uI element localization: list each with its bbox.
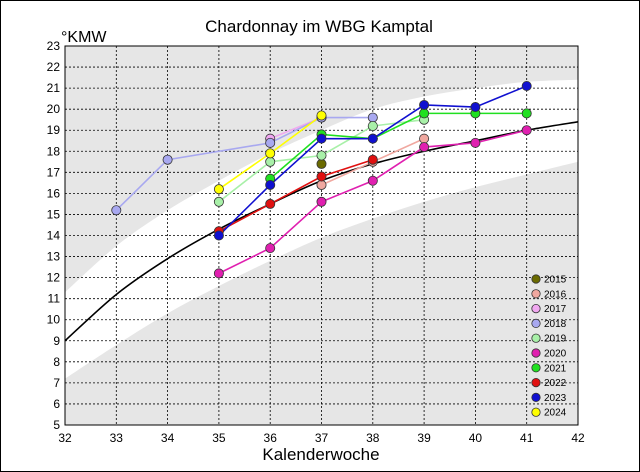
legend-marker-2022 <box>531 377 541 388</box>
x-tick-label: 40 <box>469 431 483 445</box>
x-tick-label: 33 <box>110 431 124 445</box>
legend-label-2018: 2018 <box>544 319 567 330</box>
band-group <box>65 46 578 425</box>
point-2020 <box>419 142 430 153</box>
point-2018 <box>265 137 276 148</box>
point-2021 <box>419 108 430 119</box>
y-tick-label: 5 <box>53 418 60 432</box>
y-tick-label: 7 <box>53 376 60 390</box>
x-tick-label: 37 <box>315 431 329 445</box>
legend-marker-2015 <box>531 274 541 284</box>
legend-label-2021: 2021 <box>544 363 567 374</box>
y-tick-label: 23 <box>47 39 61 53</box>
y-tick-label: 10 <box>47 313 61 327</box>
y-tick-label: 13 <box>47 250 61 264</box>
plot-border <box>64 45 579 426</box>
legend-label-2024: 2024 <box>544 408 567 419</box>
x-tick-label: 42 <box>571 431 585 445</box>
x-tick-label: 34 <box>161 431 175 445</box>
point-2020 <box>367 175 378 186</box>
legend-label-2019: 2019 <box>544 334 567 345</box>
band-lower-region <box>65 161 578 425</box>
chart-title: Chardonnay im WBG Kamptal <box>205 17 433 36</box>
y-tick-label: 18 <box>47 144 61 158</box>
point-2019 <box>213 196 224 207</box>
x-tick-label: 38 <box>366 431 380 445</box>
point-2019 <box>316 150 327 161</box>
y-tick-label: 16 <box>47 186 61 200</box>
y-axis-unit: °KMW <box>61 29 107 46</box>
legend-label-2015: 2015 <box>544 275 567 286</box>
point-2023 <box>213 230 224 241</box>
point-2020 <box>213 268 224 279</box>
legend-label-2020: 2020 <box>544 349 567 360</box>
x-tick-label: 36 <box>264 431 278 445</box>
y-tick-label: 21 <box>47 81 61 95</box>
point-2022 <box>367 154 378 165</box>
legend-marker-2023 <box>531 392 541 402</box>
legend-marker-2024 <box>531 407 541 417</box>
y-tick-label: 19 <box>47 123 61 137</box>
point-2023 <box>367 133 378 144</box>
legend-marker-2020 <box>531 348 541 358</box>
point-2020 <box>470 137 481 148</box>
x-tick-label: 41 <box>520 431 534 445</box>
x-axis-label: Kalenderwoche <box>262 445 379 464</box>
point-2023 <box>265 179 276 190</box>
point-2018 <box>111 205 122 216</box>
point-2020 <box>265 243 276 254</box>
y-tick-label: 20 <box>47 102 61 116</box>
y-tick-label: 17 <box>47 165 61 179</box>
x-tick-label: 39 <box>417 431 431 445</box>
point-2016 <box>316 179 327 190</box>
y-tick-label: 9 <box>53 334 60 348</box>
point-2018 <box>162 154 173 165</box>
legend-marker-2017 <box>531 303 541 314</box>
point-2021 <box>521 108 532 119</box>
point-2022 <box>316 171 327 182</box>
x-tick-label: 32 <box>58 431 72 445</box>
point-2023 <box>470 102 481 113</box>
point-2018 <box>367 112 378 123</box>
point-2015 <box>316 158 327 169</box>
point-2023 <box>316 133 327 144</box>
point-2016 <box>419 133 430 144</box>
legend-label-2022: 2022 <box>544 378 567 389</box>
y-tick-label: 15 <box>47 207 61 221</box>
point-2022 <box>265 198 276 209</box>
y-tick-label: 12 <box>47 271 61 285</box>
y-tick-label: 8 <box>53 355 60 369</box>
legend-marker-2021 <box>531 363 541 373</box>
y-tick-label: 22 <box>47 60 61 74</box>
legend-marker-2019 <box>531 333 541 343</box>
legend-label-2023: 2023 <box>544 393 567 404</box>
point-2020 <box>316 196 327 207</box>
series-line-2022 <box>218 158 374 232</box>
point-2024 <box>265 148 276 159</box>
legend-marker-2016 <box>531 289 541 299</box>
y-tick-label: 14 <box>47 229 61 243</box>
point-2024 <box>213 184 224 195</box>
point-2020 <box>521 125 532 136</box>
point-2023 <box>521 81 532 92</box>
point-2019 <box>265 156 276 167</box>
point-2023 <box>419 99 430 110</box>
y-tick-label: 6 <box>53 397 60 411</box>
plot-area: 32 33 34 35 36 37 38 39 40 41 42 5 6 7 8 9 10 11 12 13 14 15 1… <box>47 39 585 445</box>
x-tick-label: 35 <box>212 431 226 445</box>
legend-label-2017: 2017 <box>544 304 567 315</box>
legend: 2015 2016 2017 2018 2019 2020 2021 2022 2023 2024 <box>531 274 567 419</box>
band-upper-region <box>65 46 578 293</box>
series-line-2021 <box>269 112 527 180</box>
point-2019 <box>367 121 378 132</box>
y-tick-label: 11 <box>48 292 61 306</box>
point-2024 <box>316 110 327 121</box>
legend-marker-2018 <box>531 318 541 328</box>
legend-label-2016: 2016 <box>544 289 567 300</box>
